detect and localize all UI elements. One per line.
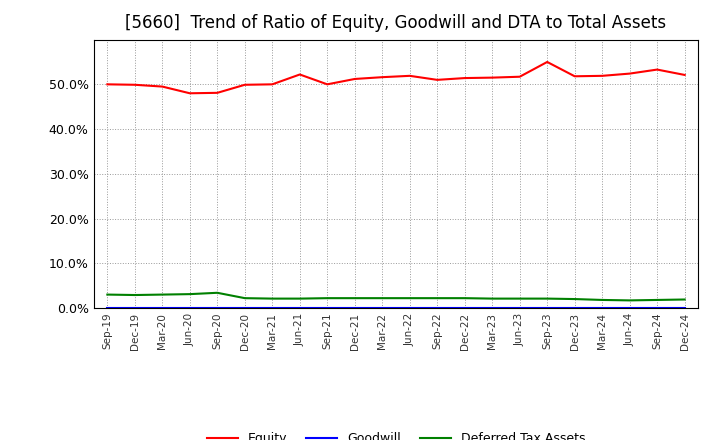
Equity xyxy=(268,82,276,87)
Deferred Tax Assets xyxy=(268,296,276,301)
Equity xyxy=(653,67,662,72)
Deferred Tax Assets xyxy=(598,297,606,303)
Goodwill xyxy=(213,305,222,311)
Deferred Tax Assets xyxy=(186,291,194,297)
Goodwill xyxy=(488,305,497,311)
Equity xyxy=(598,73,606,78)
Equity xyxy=(378,74,387,80)
Line: Equity: Equity xyxy=(107,62,685,93)
Goodwill xyxy=(158,305,166,311)
Equity xyxy=(570,73,579,79)
Goodwill xyxy=(130,305,139,311)
Deferred Tax Assets xyxy=(433,296,441,301)
Equity xyxy=(680,72,689,77)
Goodwill xyxy=(378,305,387,311)
Goodwill xyxy=(460,305,469,311)
Equity xyxy=(488,75,497,80)
Goodwill xyxy=(103,305,112,311)
Legend: Equity, Goodwill, Deferred Tax Assets: Equity, Goodwill, Deferred Tax Assets xyxy=(202,427,590,440)
Equity xyxy=(130,82,139,88)
Deferred Tax Assets xyxy=(351,296,359,301)
Goodwill xyxy=(295,305,304,311)
Equity xyxy=(460,75,469,81)
Equity xyxy=(626,71,634,76)
Goodwill xyxy=(653,305,662,311)
Goodwill xyxy=(323,305,332,311)
Deferred Tax Assets xyxy=(323,296,332,301)
Goodwill xyxy=(186,305,194,311)
Goodwill xyxy=(240,305,249,311)
Goodwill xyxy=(433,305,441,311)
Goodwill xyxy=(351,305,359,311)
Deferred Tax Assets xyxy=(378,296,387,301)
Equity xyxy=(323,82,332,87)
Deferred Tax Assets xyxy=(488,296,497,301)
Deferred Tax Assets xyxy=(295,296,304,301)
Deferred Tax Assets xyxy=(516,296,524,301)
Goodwill xyxy=(626,305,634,311)
Equity xyxy=(516,74,524,79)
Equity xyxy=(543,59,552,65)
Goodwill xyxy=(570,305,579,311)
Equity xyxy=(433,77,441,82)
Deferred Tax Assets xyxy=(405,296,414,301)
Equity xyxy=(351,76,359,81)
Equity xyxy=(213,90,222,95)
Equity xyxy=(186,91,194,96)
Goodwill xyxy=(598,305,606,311)
Equity xyxy=(240,82,249,88)
Deferred Tax Assets xyxy=(570,297,579,302)
Deferred Tax Assets xyxy=(213,290,222,295)
Deferred Tax Assets xyxy=(543,296,552,301)
Equity xyxy=(405,73,414,78)
Deferred Tax Assets xyxy=(103,292,112,297)
Deferred Tax Assets xyxy=(626,298,634,303)
Line: Deferred Tax Assets: Deferred Tax Assets xyxy=(107,293,685,301)
Equity xyxy=(158,84,166,89)
Deferred Tax Assets xyxy=(653,297,662,303)
Equity xyxy=(103,82,112,87)
Title: [5660]  Trend of Ratio of Equity, Goodwill and DTA to Total Assets: [5660] Trend of Ratio of Equity, Goodwil… xyxy=(125,15,667,33)
Goodwill xyxy=(543,305,552,311)
Deferred Tax Assets xyxy=(680,297,689,302)
Goodwill xyxy=(680,305,689,311)
Equity xyxy=(295,72,304,77)
Deferred Tax Assets xyxy=(240,296,249,301)
Deferred Tax Assets xyxy=(460,296,469,301)
Deferred Tax Assets xyxy=(130,293,139,298)
Deferred Tax Assets xyxy=(158,292,166,297)
Goodwill xyxy=(268,305,276,311)
Goodwill xyxy=(405,305,414,311)
Goodwill xyxy=(516,305,524,311)
